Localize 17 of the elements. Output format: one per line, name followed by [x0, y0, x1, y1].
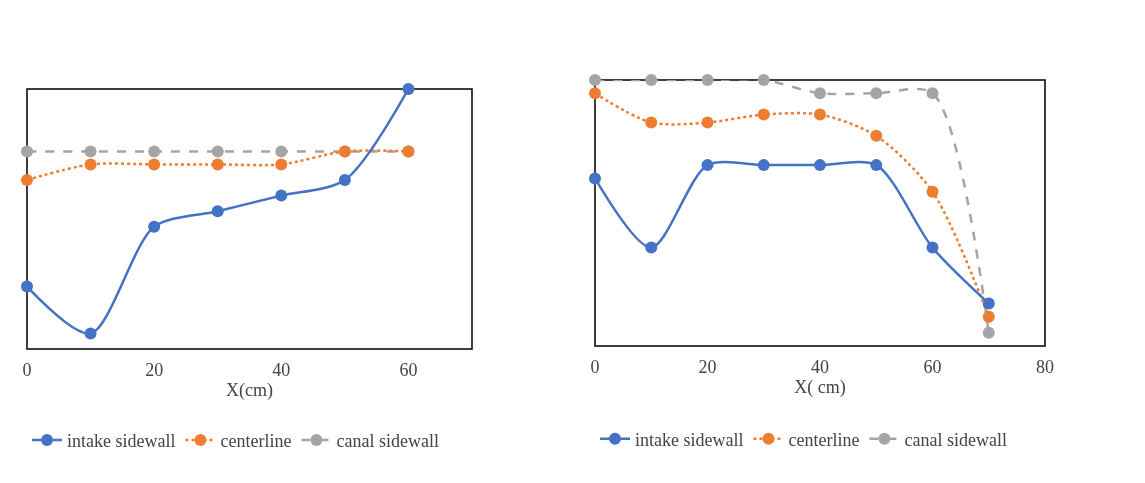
legend-label: intake sidewall: [67, 431, 176, 452]
legend-label: centerline: [220, 431, 292, 452]
x-tick-label: 20: [698, 357, 717, 377]
legend-label: intake sidewall: [635, 429, 744, 450]
x-tick-label: 60: [923, 357, 942, 377]
x-tick-label: 0: [22, 360, 32, 380]
legend-label: canal sidewall: [336, 431, 439, 452]
x-tick-label: 20: [145, 360, 164, 380]
x-tick-label: 60: [399, 360, 418, 380]
x-tick-label: 80: [1036, 357, 1054, 377]
x-axis-title: X(cm): [226, 380, 273, 401]
x-tick-label: 0: [590, 357, 600, 377]
x-tick-label: 40: [811, 357, 829, 377]
x-tick-label: 40: [272, 360, 291, 380]
x-axis-title: X( cm): [794, 377, 846, 398]
legend-label: centerline: [788, 429, 860, 450]
legend-label: canal sidewall: [904, 429, 1007, 450]
